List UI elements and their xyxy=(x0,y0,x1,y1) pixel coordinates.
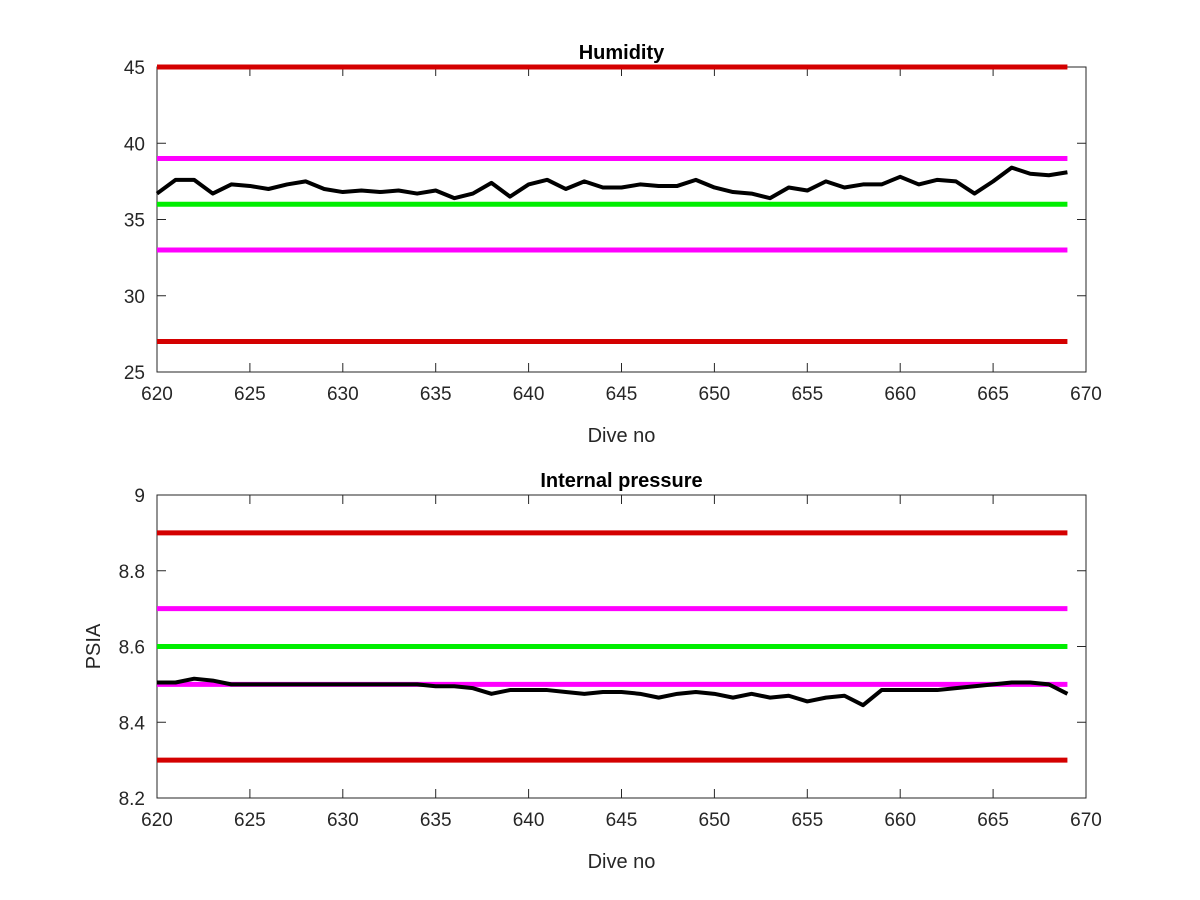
chart1-title: Internal pressure xyxy=(540,470,702,492)
chart1-y-tick-label: 8.4 xyxy=(119,713,146,734)
chart1-x-axis-label: Dive no xyxy=(588,851,656,873)
chart1-x-tick-label: 670 xyxy=(1070,810,1102,831)
chart0-y-tick-label: 40 xyxy=(124,134,145,155)
chart0-x-tick-label: 650 xyxy=(699,384,731,405)
chart0-x-tick-label: 670 xyxy=(1070,384,1102,405)
chart1-y-tick-label: 8.6 xyxy=(119,638,145,659)
chart1-x-tick-label: 635 xyxy=(420,810,452,831)
chart0-plot-area xyxy=(156,66,1087,373)
internal-pressure-panel: 620 625 630 635 640 645 650 655 660 665 670 8.2 8.4 8… xyxy=(83,470,1102,873)
chart1-y-tick-label: 8.2 xyxy=(119,789,145,810)
chart0-y-tick-label: 35 xyxy=(124,211,145,232)
chart0-x-tick-label: 635 xyxy=(420,384,452,405)
chart0-series-line xyxy=(155,165,1068,201)
chart1-x-tick-label: 665 xyxy=(977,810,1009,831)
chart0-x-tick-label: 660 xyxy=(884,384,916,405)
chart1-y-axis-label: PSIA xyxy=(83,623,105,669)
chart1-x-tick-label: 625 xyxy=(234,810,266,831)
chart0-x-tick-label: 620 xyxy=(141,384,173,405)
chart1-y-tick-label: 8.8 xyxy=(119,562,145,583)
chart0-x-tick-label: 665 xyxy=(977,384,1009,405)
chart0-x-tick-label: 640 xyxy=(513,384,545,405)
chart0-y-tick-label: 30 xyxy=(124,287,145,308)
chart1-y-tick-label: 9 xyxy=(134,486,145,507)
chart1-x-tick-label: 620 xyxy=(141,810,173,831)
chart1-x-tick-label: 640 xyxy=(513,810,545,831)
chart1-x-tick-label: 645 xyxy=(606,810,638,831)
chart0-title: Humidity xyxy=(579,42,665,64)
chart0-x-tick-label: 645 xyxy=(606,384,638,405)
chart1-x-tick-label: 650 xyxy=(699,810,731,831)
chart1-series-line xyxy=(157,676,1069,708)
humidity-panel: 620 625 630 635 640 645 650 655 660 665 670 25 30 35 4… xyxy=(124,42,1102,447)
chart0-x-tick-label: 655 xyxy=(791,384,823,405)
chart0-y-tick-label: 25 xyxy=(124,363,145,384)
chart1-x-tick-label: 660 xyxy=(884,810,916,831)
chart1-x-tick-label: 630 xyxy=(327,810,359,831)
chart1-x-tick-label: 655 xyxy=(791,810,823,831)
chart0-x-tick-label: 625 xyxy=(234,384,266,405)
chart0-x-tick-label: 630 xyxy=(327,384,359,405)
chart0-x-axis-label: Dive no xyxy=(588,425,656,447)
chart0-y-tick-label: 45 xyxy=(124,58,145,79)
